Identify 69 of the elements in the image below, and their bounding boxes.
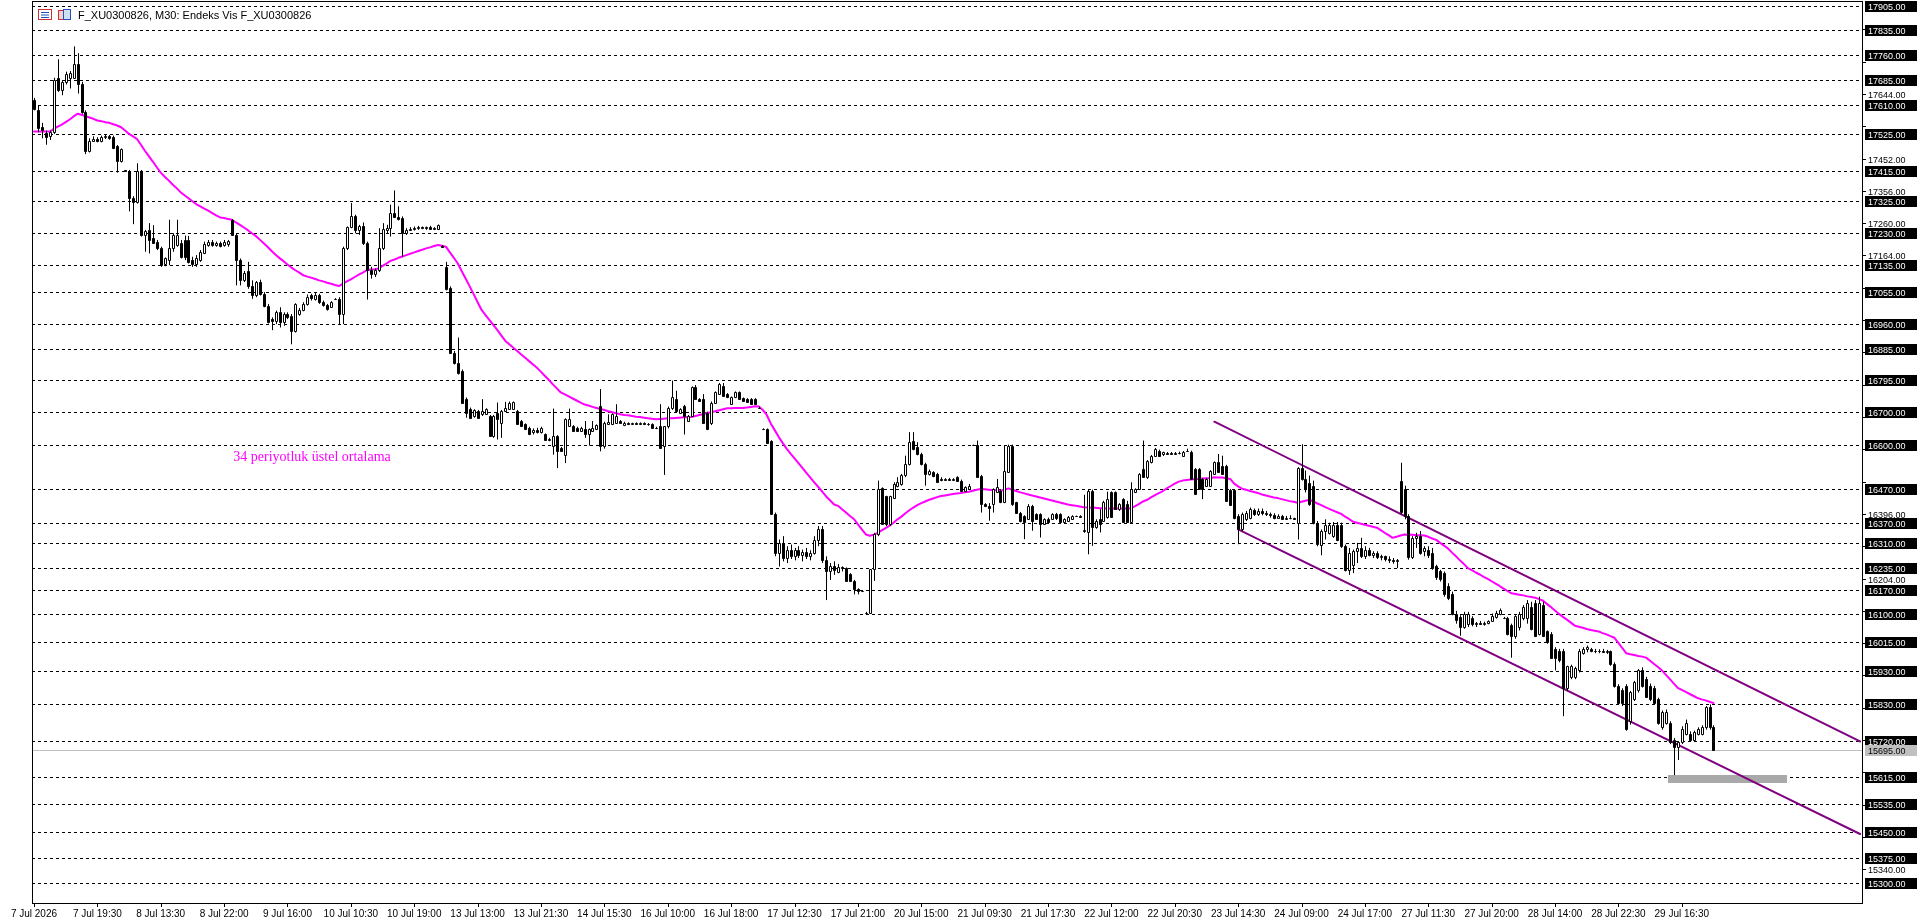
ref-line-label: 17905.00 [1868,1,1906,12]
ref-line-label: 17135.00 [1868,260,1906,271]
ref-line-label: 15695.00 [1868,745,1906,756]
x-tick-label: 20 Jul 15:00 [894,908,949,919]
x-tick-label: 22 Jul 12:00 [1084,908,1140,919]
ref-line-label: 16310.00 [1868,538,1906,549]
x-tick-label: 14 Jul 15:30 [577,908,633,919]
x-tick-label: 27 Jul 11:30 [1401,908,1456,919]
text: F_XU0300826, M30: Endeks Vis F_XU0300826 [78,9,312,21]
ref-line-label: 16960.00 [1868,319,1906,330]
x-tick-label: 8 Jul 13:30 [136,908,186,919]
x-tick-label: 8 Jul 22:00 [199,908,250,919]
ref-line-label: 17230.00 [1868,228,1906,239]
ref-line-label: 16235.00 [1868,563,1906,574]
ref-line-label: 16885.00 [1868,344,1906,355]
ref-line-label: 16700.00 [1868,407,1906,418]
y-tick-label: 17356.00 [1868,186,1906,197]
ref-line-label: 16170.00 [1868,585,1906,596]
ref-line-label: 15535.00 [1868,799,1906,810]
y-tick-label: 15340.00 [1868,864,1906,875]
x-tick-label: 16 Jul 18:00 [703,908,759,919]
x-tick-label: 23 Jul 14:30 [1210,908,1266,919]
ref-line-label: 15375.00 [1868,853,1906,864]
y-tick-label: 16204.00 [1868,574,1906,585]
ref-line-label: 16470.00 [1868,484,1906,495]
ref-line-label: 15720.00 [1868,736,1906,747]
ref-line-label: 16795.00 [1868,375,1906,386]
x-tick-label: 10 Jul 19:00 [386,908,442,919]
ref-line-label: 17525.00 [1868,129,1906,140]
ref-line-label: 15300.00 [1868,878,1906,889]
y-tick-label: 16396.00 [1868,509,1906,520]
x-tick-label: 28 Jul 14:00 [1527,908,1583,919]
ref-line-label: 17415.00 [1868,166,1906,177]
x-tick-label: 24 Jul 09:00 [1274,908,1330,919]
x-tick-label: 21 Jul 17:30 [1020,908,1076,919]
x-tick-label: 9 Jul 16:00 [263,908,313,919]
ref-line-label: 16600.00 [1868,440,1906,451]
text: 34 periyotluk üstel ortalama [233,449,392,465]
y-tick-label: 17644.00 [1868,89,1906,100]
y-tick-label: 17452.00 [1868,154,1906,165]
x-tick-label: 17 Jul 12:30 [767,908,823,919]
x-tick-label: 10 Jul 10:30 [323,908,379,919]
x-tick-label: 7 Jul 2026 [10,908,58,919]
x-tick-label: 28 Jul 22:30 [1591,908,1647,919]
x-tick-label: 16 Jul 10:00 [640,908,696,919]
ref-line-label: 16370.00 [1868,518,1906,529]
x-tick-label: 29 Jul 16:30 [1654,908,1710,919]
x-tick-label: 7 Jul 19:30 [72,908,123,919]
ref-line-label: 15450.00 [1868,827,1906,838]
ref-line-label: 15615.00 [1868,772,1906,783]
y-tick-label: 17260.00 [1868,218,1906,229]
x-tick-label: 17 Jul 21:00 [830,908,886,919]
y-tick-label: 17164.00 [1868,250,1906,261]
x-tick-label: 13 Jul 21:30 [513,908,569,919]
ref-line-label: 15930.00 [1868,666,1906,677]
x-tick-label: 13 Jul 13:00 [450,908,506,919]
ref-line-label: 16015.00 [1868,637,1906,648]
x-tick-label: 22 Jul 20:30 [1147,908,1203,919]
ref-line-label: 15830.00 [1868,699,1906,710]
ref-line-label: 16100.00 [1868,609,1906,620]
ref-line-label: 17610.00 [1868,100,1906,111]
x-tick-label: 21 Jul 09:30 [957,908,1013,919]
ref-line-label: 17835.00 [1868,25,1906,36]
x-tick-label: 27 Jul 20:00 [1464,908,1520,919]
ref-line-label: 17685.00 [1868,75,1906,86]
x-tick-label: 24 Jul 17:00 [1337,908,1393,919]
ref-line-label: 17055.00 [1868,287,1906,298]
ref-line-label: 17760.00 [1868,50,1906,61]
ref-line-label: 17325.00 [1868,196,1906,207]
